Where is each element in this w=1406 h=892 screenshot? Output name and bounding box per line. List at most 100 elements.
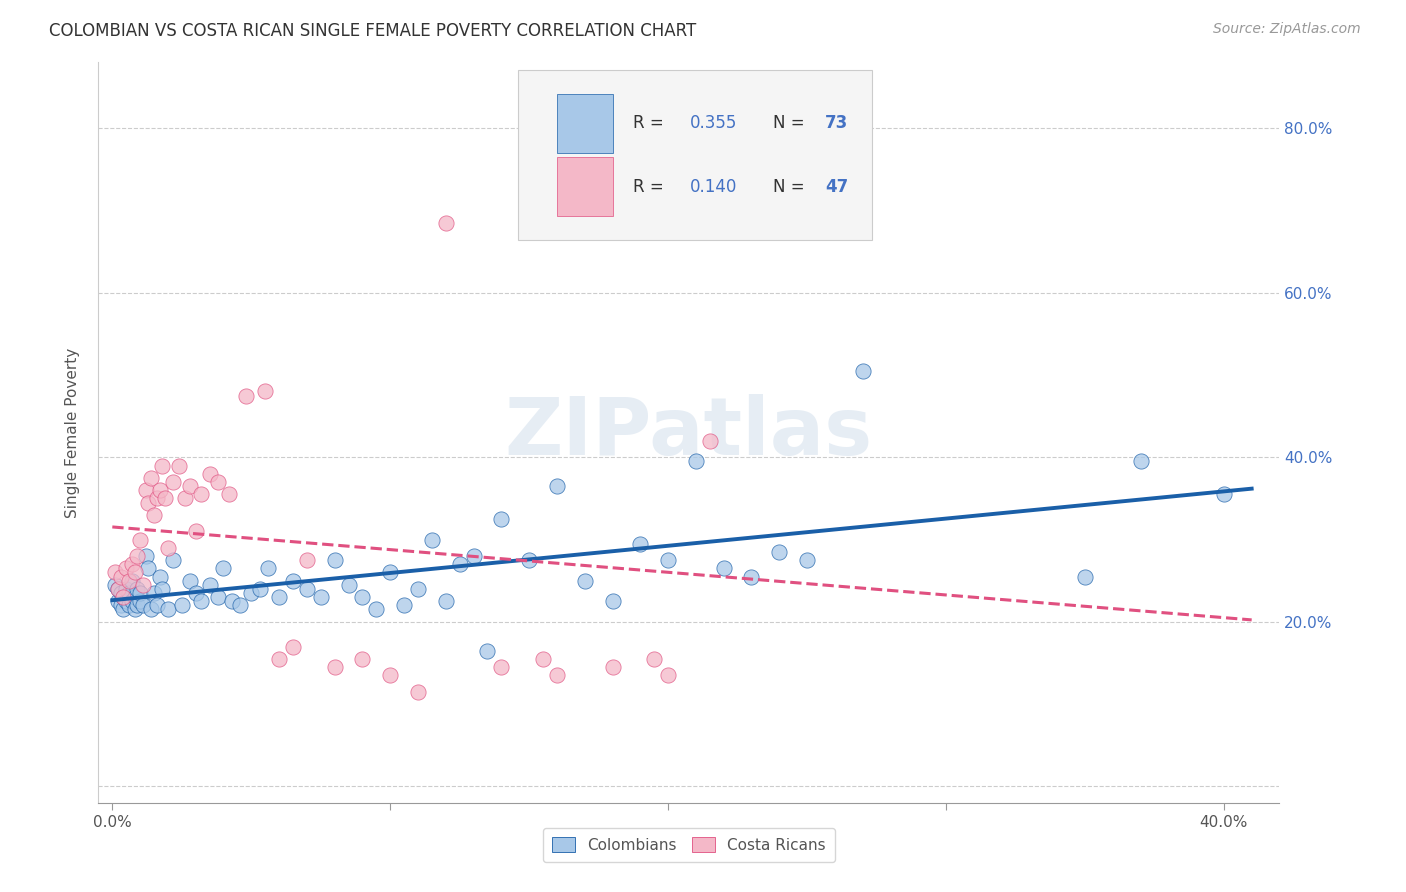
Point xyxy=(132,599,155,613)
Point xyxy=(207,590,229,604)
Text: Source: ZipAtlas.com: Source: ZipAtlas.com xyxy=(1213,22,1361,37)
Point xyxy=(150,582,173,596)
Point xyxy=(156,602,179,616)
Point xyxy=(657,553,679,567)
Point xyxy=(115,561,138,575)
Point xyxy=(104,566,127,580)
Point xyxy=(198,467,221,481)
Point xyxy=(138,495,160,509)
Point xyxy=(491,512,513,526)
Point xyxy=(352,590,374,604)
Point xyxy=(141,602,163,616)
Point xyxy=(229,599,252,613)
Y-axis label: Single Female Poverty: Single Female Poverty xyxy=(65,348,80,517)
Point xyxy=(392,599,415,613)
Legend: Colombians, Costa Ricans: Colombians, Costa Ricans xyxy=(543,828,835,862)
Point xyxy=(127,599,149,613)
Text: N =: N = xyxy=(773,114,810,132)
Point xyxy=(406,582,429,596)
Point xyxy=(546,479,568,493)
Point xyxy=(115,594,138,608)
Point xyxy=(118,586,141,600)
Point xyxy=(352,652,374,666)
Text: COLOMBIAN VS COSTA RICAN SINGLE FEMALE POVERTY CORRELATION CHART: COLOMBIAN VS COSTA RICAN SINGLE FEMALE P… xyxy=(49,22,696,40)
FancyBboxPatch shape xyxy=(517,70,872,240)
Point xyxy=(768,545,790,559)
Point xyxy=(337,578,360,592)
Point xyxy=(110,569,132,583)
Point xyxy=(531,652,554,666)
Point xyxy=(574,574,596,588)
Point xyxy=(179,479,201,493)
FancyBboxPatch shape xyxy=(557,157,613,217)
Point xyxy=(713,561,735,575)
Point xyxy=(434,216,457,230)
Point xyxy=(740,569,762,583)
Point xyxy=(267,652,290,666)
Point xyxy=(112,590,135,604)
Point xyxy=(235,389,257,403)
Point xyxy=(107,582,129,596)
Text: N =: N = xyxy=(773,178,810,196)
Point xyxy=(221,594,243,608)
Point xyxy=(110,586,132,600)
Point xyxy=(491,660,513,674)
Point xyxy=(112,590,135,604)
Point xyxy=(1074,569,1097,583)
Point xyxy=(699,434,721,448)
Point xyxy=(146,599,169,613)
Point xyxy=(121,558,143,572)
Point xyxy=(141,471,163,485)
Point xyxy=(118,574,141,588)
Point xyxy=(110,599,132,613)
Point xyxy=(118,599,141,613)
Point xyxy=(380,668,402,682)
Point xyxy=(107,594,129,608)
Point xyxy=(156,541,179,555)
Point xyxy=(107,582,129,596)
Point xyxy=(167,458,190,473)
Point xyxy=(323,660,346,674)
Point xyxy=(218,487,240,501)
Point xyxy=(796,553,818,567)
Point xyxy=(153,491,176,506)
Text: 0.140: 0.140 xyxy=(690,178,738,196)
Point xyxy=(138,561,160,575)
Point xyxy=(602,660,624,674)
Point xyxy=(267,590,290,604)
Text: ZIPatlas: ZIPatlas xyxy=(505,393,873,472)
Point xyxy=(162,475,184,489)
Point xyxy=(121,594,143,608)
Point xyxy=(628,536,651,550)
Point xyxy=(517,553,540,567)
Point xyxy=(406,685,429,699)
Point xyxy=(309,590,332,604)
Point xyxy=(135,483,157,498)
Point xyxy=(295,553,318,567)
FancyBboxPatch shape xyxy=(557,94,613,153)
Point xyxy=(124,602,146,616)
Text: 47: 47 xyxy=(825,178,848,196)
Point xyxy=(602,594,624,608)
Point xyxy=(124,590,146,604)
Point xyxy=(323,553,346,567)
Point xyxy=(115,582,138,596)
Point xyxy=(281,574,304,588)
Point xyxy=(143,508,166,522)
Text: 0.355: 0.355 xyxy=(690,114,738,132)
Point xyxy=(685,454,707,468)
Point xyxy=(207,475,229,489)
Point xyxy=(643,652,665,666)
Point xyxy=(546,668,568,682)
Point xyxy=(179,574,201,588)
Point xyxy=(240,586,263,600)
Point xyxy=(148,483,170,498)
Point xyxy=(449,558,471,572)
Point xyxy=(190,594,212,608)
Point xyxy=(434,594,457,608)
Text: R =: R = xyxy=(634,178,669,196)
Point xyxy=(477,643,499,657)
Point xyxy=(254,384,277,399)
Point xyxy=(132,578,155,592)
Point xyxy=(184,586,207,600)
